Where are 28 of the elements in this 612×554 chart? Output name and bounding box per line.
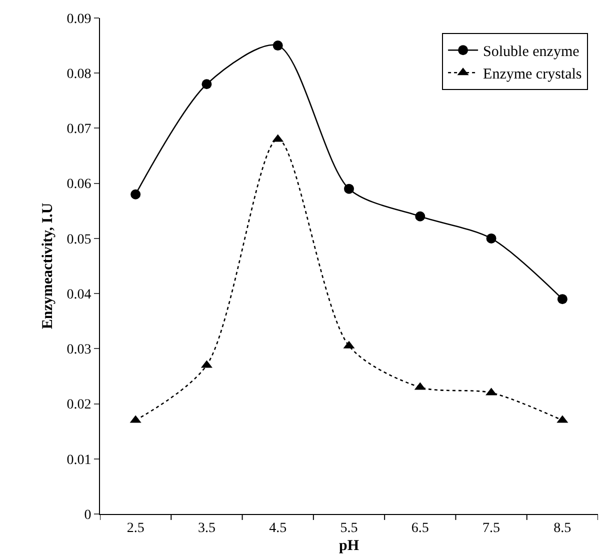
y-tick-label: 0.08 bbox=[66, 67, 92, 82]
x-tick-label: 7.5 bbox=[482, 520, 500, 536]
x-axis-title: pH bbox=[338, 538, 360, 554]
y-tick-label: 0.01 bbox=[66, 452, 92, 468]
y-tick-label: 0.04 bbox=[66, 287, 92, 302]
y-tick-label: 0.03 bbox=[66, 342, 92, 358]
x-tick-label: 3.5 bbox=[198, 520, 216, 536]
point bbox=[344, 184, 354, 194]
legend-label: Enzyme crystals bbox=[483, 66, 582, 82]
y-axis-title: Enzymeactivity, I.U bbox=[40, 202, 56, 330]
x-tick-label: 5.5 bbox=[340, 520, 358, 536]
y-tick-label: 0.02 bbox=[66, 398, 92, 413]
point bbox=[272, 40, 283, 51]
y-tick-label: 0.07 bbox=[66, 122, 92, 138]
point bbox=[557, 294, 568, 304]
x-tick-label: 6.5 bbox=[411, 520, 429, 536]
y-tick-label: 0.06 bbox=[66, 177, 92, 192]
point bbox=[486, 233, 496, 244]
point bbox=[415, 211, 426, 222]
x-tick-label: 2.5 bbox=[126, 520, 144, 536]
point bbox=[202, 79, 212, 90]
point bbox=[130, 189, 141, 200]
y-tick-label: 0.05 bbox=[66, 232, 92, 248]
y-tick-label: 0.09 bbox=[66, 12, 92, 27]
x-tick-label: 8.5 bbox=[554, 520, 572, 536]
y-tick-label: 0 bbox=[84, 508, 92, 523]
x-tick-label: 4.5 bbox=[269, 520, 287, 536]
legend-label: Soluble enzyme bbox=[483, 44, 580, 60]
